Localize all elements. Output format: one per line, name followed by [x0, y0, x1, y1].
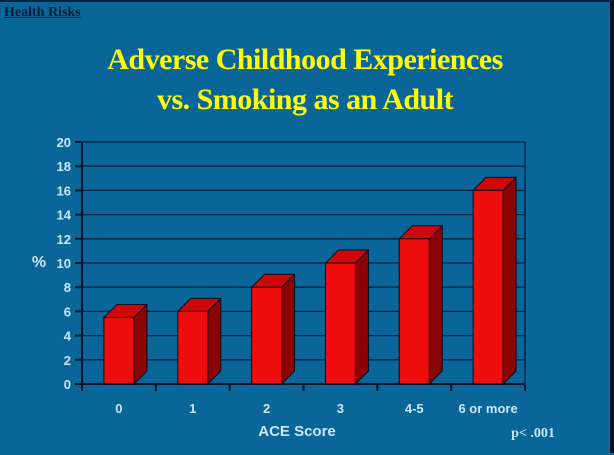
y-tick-label: 8: [64, 280, 71, 295]
bar-side-face: [354, 248, 369, 386]
bar-side-face: [133, 303, 148, 386]
bar-side-face: [281, 272, 296, 386]
bar: [177, 310, 209, 385]
y-tick-label: 10: [57, 256, 71, 271]
x-axis-title: ACE Score: [258, 423, 336, 440]
bar: [103, 316, 135, 385]
x-tick-label: 3: [337, 401, 344, 416]
bar-side-face: [207, 297, 222, 386]
bar: [251, 286, 283, 385]
x-tick-label: 1: [189, 401, 196, 416]
bar: [398, 238, 430, 385]
y-tick-label: 12: [57, 232, 71, 247]
bar-side-face: [428, 224, 443, 386]
x-tick-label: 0: [115, 401, 122, 416]
p-value-annotation: p< .001: [511, 426, 555, 441]
x-tick-label: 6 or more: [458, 401, 517, 416]
y-tick-label: 2: [64, 353, 71, 368]
health-risks-link[interactable]: Health Risks: [4, 5, 81, 20]
chart-title-line1: Adverse Childhood Experiences: [107, 43, 503, 76]
y-axis-title: %: [31, 254, 47, 271]
y-tick-label: 6: [64, 304, 71, 319]
chart-title-line2: vs. Smoking as an Adult: [156, 83, 454, 116]
chart-title: Adverse Childhood Experiences vs. Smokin…: [0, 40, 610, 120]
y-tick-label: 0: [64, 377, 71, 392]
bar: [472, 189, 504, 385]
x-tick-label: 4-5: [405, 401, 424, 416]
y-tick-label: 16: [57, 183, 71, 198]
bar-side-face: [502, 176, 517, 386]
x-tick-label: 2: [263, 401, 270, 416]
y-tick-label: 14: [57, 208, 72, 223]
y-tick-label: 4: [64, 329, 72, 344]
y-tick-label: 20: [57, 135, 71, 150]
bar: [324, 262, 356, 385]
y-tick-label: 18: [57, 159, 71, 174]
